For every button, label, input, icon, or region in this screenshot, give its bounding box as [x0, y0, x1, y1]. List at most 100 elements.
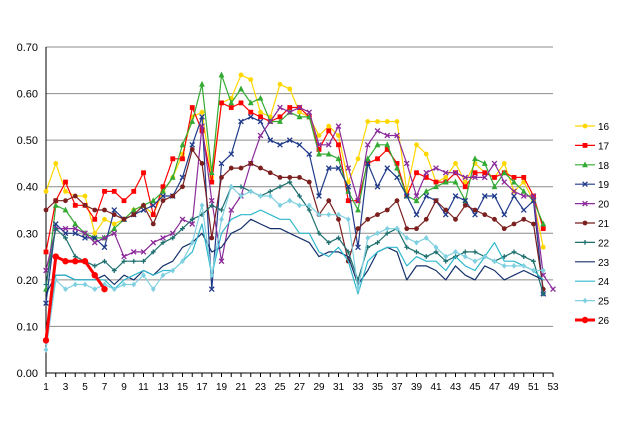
series-19-point — [423, 193, 430, 199]
series-21-point — [394, 198, 400, 204]
series-18-point — [511, 178, 517, 185]
series-25-point — [43, 346, 49, 353]
x-tick-label: 11 — [138, 382, 149, 393]
series-18-point — [179, 141, 186, 148]
series-25-point — [189, 239, 195, 246]
series-16-point — [111, 221, 117, 227]
series-25-point — [72, 281, 78, 288]
series-20-point — [121, 253, 127, 260]
series-21-point — [121, 216, 127, 222]
series-21-point — [228, 165, 234, 171]
series-20-point — [423, 169, 430, 176]
series-19-point — [374, 183, 381, 190]
series-25-point — [414, 239, 419, 246]
series-20-point — [111, 230, 118, 237]
series-16-point — [43, 188, 49, 194]
series-25-point — [355, 286, 361, 293]
series-22-point — [141, 258, 146, 264]
series-25-point — [384, 225, 390, 232]
series-19-point — [335, 165, 342, 171]
series-18-point — [111, 225, 118, 232]
series-21-point — [355, 226, 361, 232]
series-16-point — [92, 230, 98, 236]
legend-label: 26 — [598, 316, 610, 327]
series-22-point — [404, 244, 410, 250]
legend-entry-22: 22 — [575, 238, 610, 249]
series-20-point — [286, 109, 293, 116]
series-20-point — [491, 160, 498, 167]
series-25-point — [170, 267, 176, 274]
series-19-point — [247, 113, 254, 120]
series-25-point — [180, 258, 185, 265]
legend-label: 25 — [598, 297, 610, 308]
x-tick-label: 47 — [489, 382, 501, 393]
series-22-point — [53, 226, 59, 232]
series-25-point — [102, 281, 107, 288]
series-21-point — [131, 212, 137, 218]
x-axis-tick-labels: 1 3 5 7 9 11 13 15 17 19 21 23 25 27 29 31 33 35 37 39 41 43 4… — [43, 382, 559, 393]
legend-swatch-marker — [582, 200, 588, 207]
series-18-point — [257, 94, 264, 101]
x-tick-label: 53 — [547, 382, 559, 393]
series-25-point — [92, 286, 98, 293]
legend-label: 19 — [598, 180, 610, 191]
series-21 — [43, 147, 546, 292]
series-17-point — [150, 212, 156, 218]
series-26-point — [42, 337, 50, 344]
legend-swatch-marker — [582, 240, 588, 245]
x-tick-label: 35 — [372, 382, 384, 393]
series-19-point — [238, 118, 244, 125]
series-20-point — [511, 188, 517, 195]
series-20-point — [189, 221, 196, 227]
series-20-point — [82, 230, 88, 237]
series-25-point — [375, 230, 380, 237]
series-21-point — [365, 216, 371, 222]
series-22-point — [540, 291, 546, 297]
series-17-point — [111, 188, 117, 194]
series-20-point — [433, 165, 439, 171]
series-16-point — [336, 133, 341, 138]
series-22-point — [521, 254, 527, 259]
series-25-point — [326, 211, 332, 218]
series-24 — [45, 209, 544, 346]
series-25-point — [121, 281, 127, 288]
series-19-point — [316, 193, 322, 199]
series-19-point — [491, 193, 498, 199]
series-25-point — [141, 272, 146, 279]
legend-label: 24 — [598, 277, 610, 288]
series-20-point — [169, 230, 176, 237]
series-22-point — [414, 249, 419, 255]
series-20-point — [62, 225, 69, 232]
series-19-point — [228, 151, 235, 157]
series-20-point — [208, 197, 215, 204]
series-18-point — [491, 183, 498, 190]
series-18-point — [150, 197, 157, 204]
series-25 — [43, 183, 546, 353]
legend-label: 18 — [598, 161, 610, 172]
series-16-point — [375, 119, 380, 124]
y-tick-label: 0.20 — [17, 275, 38, 287]
series-20-point — [72, 225, 79, 232]
series-25-point — [336, 211, 341, 218]
legend-entry-23: 23 — [575, 258, 610, 269]
x-tick-label: 25 — [274, 382, 286, 393]
series-16-point — [384, 119, 390, 124]
series-17-point — [345, 198, 351, 204]
series-18-point — [208, 169, 215, 176]
legend-entry-21: 21 — [575, 219, 610, 230]
series-22-point — [531, 258, 536, 264]
series-21-point — [209, 235, 215, 241]
series-25-point — [453, 249, 458, 255]
series-25-point — [482, 253, 488, 260]
x-tick-label: 29 — [313, 382, 325, 393]
series-21-point — [511, 221, 517, 227]
series-21-point — [43, 207, 49, 213]
series-25-point — [277, 202, 283, 209]
y-axis-tick-labels: 0.00 0.10 0.20 0.30 0.40 0.50 0.60 0.70 — [17, 42, 38, 380]
legend-entry-17: 17 — [575, 141, 610, 152]
series-24-line — [45, 209, 544, 346]
series-19-point — [452, 193, 459, 199]
series-19-point — [267, 137, 274, 144]
series-20-point — [296, 104, 303, 111]
